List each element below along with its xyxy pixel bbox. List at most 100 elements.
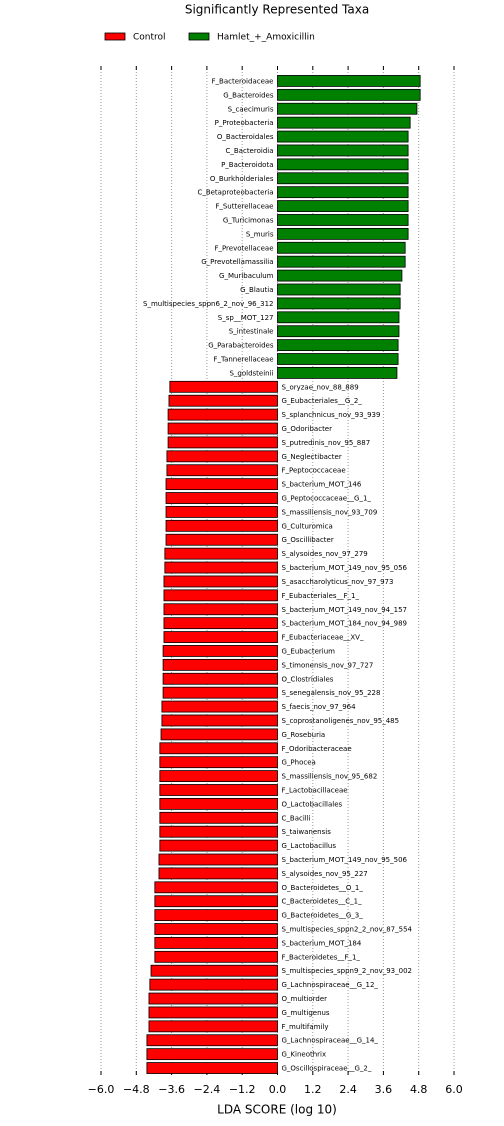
y-tick-label: S_alysoides_nov_95_227 (282, 870, 368, 878)
y-tick-label: S_alysoides_nov_97_279 (282, 550, 368, 558)
y-tick-label: G_Oscillibacter (282, 536, 334, 544)
y-tick-label: S_muris (246, 230, 274, 238)
y-tick-label: S_intestinale (229, 328, 274, 336)
bar (154, 895, 278, 908)
y-tick-label: S_splanchnicus_nov_93_939 (282, 411, 381, 419)
x-tick-label: 1.2 (304, 1083, 322, 1096)
y-tick-label: O_Lactobacillales (282, 800, 343, 808)
y-tick-label: F_Prevotellaceae (214, 244, 273, 252)
y-tick-label: G_Kineothrix (282, 1051, 327, 1059)
bar (148, 992, 278, 1005)
y-tick-label: G_Bacteroides (223, 91, 274, 99)
bar (169, 380, 278, 393)
y-tick-label: G_Lachnospiraceae__G_12_ (282, 981, 379, 989)
bar (159, 797, 278, 810)
bar (161, 714, 278, 727)
y-tick-label: F_Peptococcaceae (282, 467, 346, 475)
y-tick-label: S_bacterium_MOT_184_nov_94_989 (282, 620, 407, 628)
legend-swatch (104, 32, 126, 41)
y-tick-label: P_Bacteroidota (221, 161, 273, 169)
bar (150, 964, 278, 977)
x-tick-label: −4.8 (123, 1083, 150, 1096)
y-tick-label: S_faecis_nov_97_964 (282, 703, 357, 711)
bar (162, 645, 278, 657)
bar (159, 770, 278, 782)
bar (159, 825, 278, 838)
y-tick-label: O_multiorder (282, 995, 328, 1003)
bar (277, 214, 409, 226)
bar (154, 923, 278, 935)
y-tick-label: F_Odoribacteraceae (282, 745, 352, 753)
bar (159, 811, 278, 824)
bar (277, 200, 409, 212)
x-tick-label: 0.0 (269, 1083, 287, 1096)
bar (163, 603, 278, 616)
y-tick-label: F_multifamily (282, 1023, 329, 1031)
bar (146, 1062, 278, 1074)
y-tick-label: S_oryzae_nov_88_889 (282, 383, 359, 391)
bar (277, 269, 403, 282)
bar (277, 186, 409, 199)
bar (154, 950, 278, 963)
y-tick-label: G_Neglectibacter (282, 453, 342, 461)
bar (167, 436, 278, 449)
y-tick-label: C_Bacilli (282, 814, 311, 822)
bar (164, 547, 278, 560)
bar (165, 492, 278, 504)
y-tick-label: S_massiliensis_nov_95_682 (282, 773, 378, 781)
y-tick-label: G_Bacteroidetes__G_3_ (282, 912, 364, 920)
y-tick-label: P_Proteobacteria (215, 119, 274, 127)
x-tick-label: 4.8 (410, 1083, 428, 1096)
legend-swatch (188, 32, 210, 41)
y-tick-label: G_Turicimonas (223, 216, 274, 224)
bar (277, 116, 411, 129)
bar (277, 297, 401, 310)
bar (165, 478, 278, 491)
y-tick-label: C_Bacteroidia (225, 147, 273, 155)
bar (146, 1048, 278, 1061)
y-tick-label: G_Phocea (282, 759, 316, 767)
x-tick-label: 2.4 (339, 1083, 357, 1096)
y-tick-label: F_Eubacteriales__F_1_ (282, 592, 360, 600)
bar (168, 394, 278, 407)
y-tick-label: F_Sutterellaceae (215, 203, 273, 211)
bar (158, 853, 278, 866)
y-tick-label: S_bacterium_MOT_149_nov_95_506 (282, 856, 408, 864)
bar (166, 450, 278, 463)
bar (277, 325, 400, 338)
y-tick-label: G_Oscillospiraceae__G_2_ (282, 1065, 372, 1073)
bar (154, 881, 278, 894)
bar (164, 561, 278, 574)
y-tick-label: S_sp__MOT_127 (218, 314, 274, 322)
y-tick-label: S_coprostanoligenes_nov_95_485 (282, 717, 400, 725)
y-tick-label: S_taiwanensis (282, 828, 332, 836)
bar (165, 533, 278, 546)
y-tick-label: O_Burkholderiales (210, 175, 274, 183)
bar (149, 978, 278, 991)
x-axis-label: LDA SCORE (log 10) (217, 1103, 337, 1117)
bar (163, 589, 278, 602)
bar (161, 700, 278, 713)
bar (277, 283, 401, 296)
bar (277, 102, 418, 115)
y-tick-label: S_timonensis_nov_97_727 (282, 661, 374, 669)
y-tick-label: G_Peptococcaceae__G_1_ (282, 495, 372, 503)
bar (166, 464, 278, 477)
bar (167, 422, 278, 435)
y-tick-label: S_bacterium_MOT_146 (282, 481, 362, 489)
bar (277, 311, 400, 324)
legend-label: Control (133, 33, 166, 43)
y-tick-label: G_Blautia (240, 286, 273, 294)
y-tick-label: G_Prevotellamassilia (201, 258, 273, 266)
bar (163, 575, 278, 588)
y-tick-label: S_bacterium_MOT_184 (282, 939, 362, 947)
bar (162, 658, 278, 671)
bar (146, 1034, 278, 1047)
bar (158, 867, 278, 880)
y-tick-label: G_Parabacteroides (208, 342, 274, 350)
y-tick-label: G_Roseburia (282, 731, 326, 739)
bar (277, 353, 399, 365)
bar (154, 909, 278, 922)
y-tick-label: F_Bacteroidetes__F_1_ (282, 953, 361, 961)
